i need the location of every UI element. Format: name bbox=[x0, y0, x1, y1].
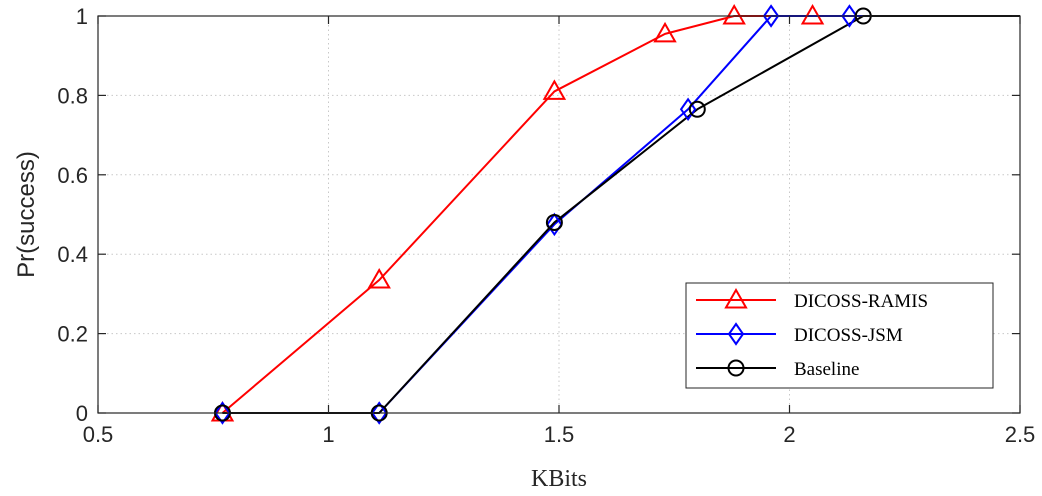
series-0-point bbox=[542, 79, 567, 100]
legend: DICOSS-RAMIS DICOSS-JSM Baseline bbox=[685, 282, 994, 389]
x-tick-label: 2 bbox=[783, 422, 795, 447]
series-0-point bbox=[800, 3, 825, 25]
x-tick-label: 1 bbox=[322, 422, 334, 447]
tick-labels: 0.5 1 1.5 2 2.5 0 0.2 0.4 0.6 0.8 1 bbox=[57, 4, 1035, 447]
y-tick-label: 0.2 bbox=[57, 322, 88, 347]
legend-swatch-marker bbox=[727, 322, 745, 346]
x-axis-label: KBits bbox=[531, 466, 587, 492]
legend-swatch-marker bbox=[724, 287, 748, 309]
legend-entry: Baseline bbox=[794, 359, 859, 380]
series-0-point bbox=[367, 267, 391, 289]
series-1-point bbox=[679, 97, 697, 122]
series-2-point bbox=[688, 100, 706, 118]
axis-ticks bbox=[97, 15, 1021, 414]
series-1-point bbox=[841, 4, 858, 28]
series-1-point bbox=[762, 4, 780, 28]
series-0-point bbox=[722, 3, 746, 25]
series-0-point bbox=[653, 21, 677, 43]
y-tick-label: 0.8 bbox=[57, 83, 88, 108]
series-1-point bbox=[214, 401, 231, 425]
y-tick-label: 0.4 bbox=[57, 242, 88, 267]
grid-lines bbox=[98, 16, 1020, 413]
y-tick-label: 0 bbox=[76, 401, 88, 426]
y-tick-label: 0.6 bbox=[57, 163, 88, 188]
x-tick-label: 2.5 bbox=[1005, 422, 1036, 447]
series-1-point bbox=[546, 212, 563, 237]
series-1-point bbox=[370, 401, 388, 425]
x-tick-label: 1.5 bbox=[544, 422, 575, 447]
legend-swatch-marker bbox=[727, 359, 745, 377]
y-axis-label: Pr(success) bbox=[13, 151, 40, 278]
x-tick-label: 0.5 bbox=[83, 422, 114, 447]
y-tick-label: 1 bbox=[76, 4, 88, 29]
series-2-point bbox=[545, 213, 563, 231]
legend-entry: DICOSS-RAMIS bbox=[794, 291, 928, 312]
legend-entry: DICOSS-JSM bbox=[794, 325, 903, 346]
